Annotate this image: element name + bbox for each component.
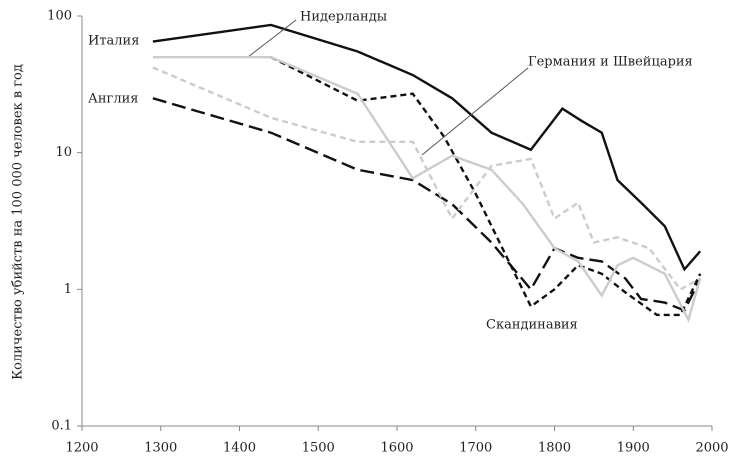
series-line	[152, 55, 702, 323]
x-tick-label: 2000	[695, 441, 728, 456]
label-pointer	[247, 19, 297, 58]
x-tick-label: 1500	[302, 441, 335, 456]
series-label: Скандинавия	[486, 318, 578, 333]
x-tick-label: 1900	[617, 441, 650, 456]
x-tick-label: 1600	[380, 441, 413, 456]
series-line	[152, 23, 702, 272]
series-line	[152, 97, 702, 313]
y-axis-label: Количество убийств на 100 000 человек в …	[11, 64, 26, 380]
x-tick-label: 1200	[65, 441, 98, 456]
label-pointer	[421, 67, 529, 156]
y-tick-label: 100	[47, 9, 72, 24]
x-tick-label: 1700	[459, 441, 492, 456]
x-tick-label: 1800	[538, 441, 571, 456]
series-label: Англия	[88, 92, 138, 107]
series-label: Нидерланды	[300, 10, 387, 25]
y-tick-label: 0.1	[51, 419, 72, 434]
series-label: Италия	[88, 34, 139, 49]
y-tick-label: 1	[64, 282, 72, 297]
series-label: Германия и Швейцария	[528, 55, 693, 70]
x-tick-label: 1400	[223, 441, 256, 456]
series-line	[152, 66, 701, 291]
y-tick-label: 10	[55, 145, 72, 160]
x-tick-label: 1300	[144, 441, 177, 456]
series-line	[270, 56, 702, 317]
